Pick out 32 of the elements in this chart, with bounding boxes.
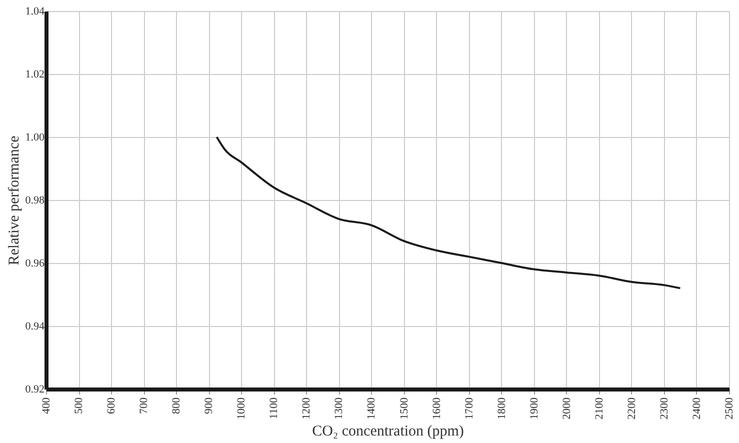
x-tick-label: 500 [73,397,86,414]
y-tick-label: 0.98 [25,194,45,206]
x-tick-label: 1400 [366,397,378,420]
x-tick-label: 2300 [658,397,670,420]
x-tick-label: 900 [203,397,216,414]
x-tick-label: 1000 [236,397,248,420]
x-tick-label: 2400 [690,397,703,420]
x-tick-label: 400 [40,397,52,414]
x-tick-label: 1600 [430,397,443,420]
y-tick-label: 0.96 [25,258,45,270]
x-tick-label: 1300 [333,397,346,420]
x-tick-label: 600 [106,397,118,414]
x-tick-label: 1100 [268,397,280,420]
x-tick-label: 800 [170,397,183,414]
x-tick-label: 2200 [626,397,638,420]
x-tick-label: 1700 [463,397,476,420]
y-tick-label: 0.92 [25,384,44,396]
y-tick-label: 1.00 [25,132,45,144]
x-tick-label: 2100 [593,397,606,420]
x-tick-label: 2000 [560,397,573,420]
x-tick-label: 2500 [724,397,736,420]
x-tick-label: 1500 [398,397,410,420]
y-axis-title: Relative performance [6,135,22,266]
x-tick-label: 1900 [528,397,540,420]
y-tick-label: 1.02 [25,68,44,80]
line-series [216,136,682,290]
x-tick-label: 1800 [496,397,508,420]
x-tick-label: 1200 [300,397,313,420]
y-tick-label: 0.94 [25,320,45,332]
x-tick-label: 700 [138,397,150,414]
x-axis-title: CO₂ concentration (ppm) [312,424,464,440]
y-tick-label: 1.04 [25,6,45,18]
